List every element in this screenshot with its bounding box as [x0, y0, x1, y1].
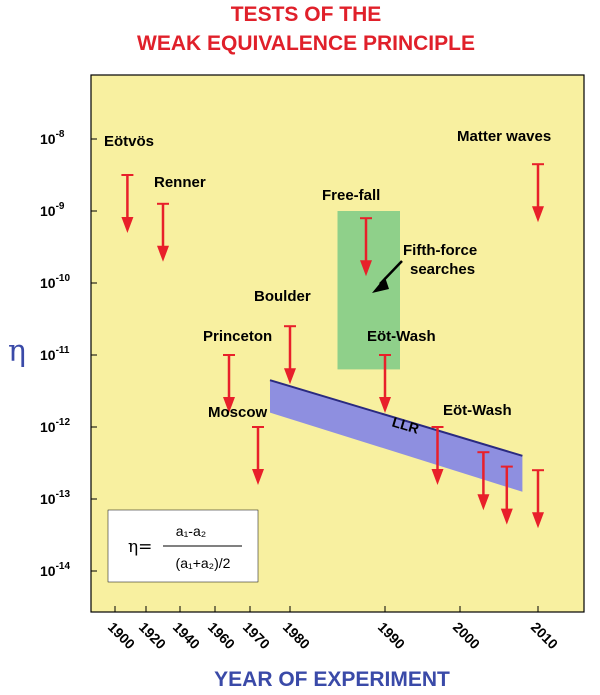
y-tick-label: 10-14	[40, 561, 70, 579]
annotation-label: Eöt-Wash	[443, 402, 512, 419]
llr-label: LLR	[390, 414, 421, 437]
arrow-head	[477, 494, 490, 511]
arrow-head	[500, 508, 513, 525]
x-tick-label: 1960	[205, 619, 238, 652]
pointer-arrow-head	[372, 277, 389, 293]
upper-limit-arrow	[284, 325, 296, 385]
region-fifth-force	[337, 211, 400, 370]
arrow-head	[360, 260, 372, 277]
y-axis-label: η	[8, 334, 26, 369]
x-tick-label: 1940	[170, 619, 203, 652]
upper-limit-arrow	[532, 469, 544, 529]
arrow-head	[223, 397, 235, 413]
x-tick-label: 1980	[280, 619, 313, 652]
arrow-head	[532, 206, 544, 223]
y-tick-label: 10-11	[40, 345, 70, 363]
annotations-layer: Eötvös Renner Princeton Moscow Boulder Free-f…	[104, 128, 551, 421]
arrow-head	[379, 397, 391, 413]
x-tick-label: 1970	[240, 619, 273, 652]
arrow-head	[284, 368, 296, 385]
upper-limit-arrow	[500, 465, 513, 525]
annotation-label: Princeton	[203, 328, 272, 345]
x-tick-label: 1920	[136, 619, 169, 652]
arrow-head	[157, 245, 169, 262]
x-tick-label: 2010	[528, 619, 561, 652]
arrow-head	[121, 217, 134, 233]
annotation-label: Eöt-Wash	[367, 328, 436, 345]
formula-box: η= a₁-a₂ (a₁+a₂)/2	[107, 509, 259, 583]
annotation-label: Fifth-force	[403, 242, 477, 259]
x-axis-title: YEAR OF EXPERIMENT	[214, 668, 450, 691]
upper-limit-arrow	[157, 202, 169, 262]
x-tick-label: 2000	[450, 619, 483, 652]
y-tick-label: 10-9	[40, 201, 65, 219]
y-tick-label: 10-12	[40, 417, 70, 435]
arrow-head	[431, 469, 444, 485]
annotation-label: Eötvös	[104, 133, 154, 150]
formula-lhs: η=	[128, 537, 152, 557]
region-llr-band	[270, 380, 523, 492]
upper-limit-arrow	[379, 354, 391, 413]
upper-limit-arrow	[223, 354, 235, 413]
x-tick-label: 1900	[105, 619, 138, 652]
annotation-label: Boulder	[254, 288, 311, 305]
upper-limit-arrow	[431, 426, 444, 485]
chart-title-line-2: WEAK EQUIVALENCE PRINCIPLE	[137, 32, 475, 55]
regions-layer: LLR	[269, 211, 523, 492]
upper-limit-arrow	[252, 426, 264, 485]
formula-numerator: a₁-a₂	[176, 523, 206, 539]
annotation-label: Free-fall	[322, 187, 380, 204]
y-ticks: 10-8 10-9 10-10 10-11 10-12 10-13 10-14	[40, 129, 97, 579]
annotation-label: searches	[410, 261, 475, 278]
arrow-head	[532, 512, 544, 529]
formula-denominator: (a₁+a₂)/2	[176, 555, 231, 571]
annotation-label: Renner	[154, 174, 206, 191]
y-tick-label: 10-13	[40, 489, 70, 507]
chart-title-line-1: TESTS OF THE	[231, 3, 382, 26]
y-tick-label: 10-10	[40, 273, 70, 291]
annotation-label: Matter waves	[457, 128, 551, 145]
y-tick-label: 10-8	[40, 129, 65, 147]
annotation-label: Moscow	[208, 404, 268, 421]
x-tick-label: 1990	[375, 619, 408, 652]
upper-limit-arrow	[477, 451, 490, 511]
arrows-layer	[121, 163, 544, 529]
upper-limit-arrow	[121, 174, 134, 233]
upper-limit-arrow	[532, 163, 544, 223]
upper-limit-arrow	[360, 217, 372, 277]
arrow-head	[252, 469, 264, 485]
llr-top-edge	[269, 379, 523, 457]
